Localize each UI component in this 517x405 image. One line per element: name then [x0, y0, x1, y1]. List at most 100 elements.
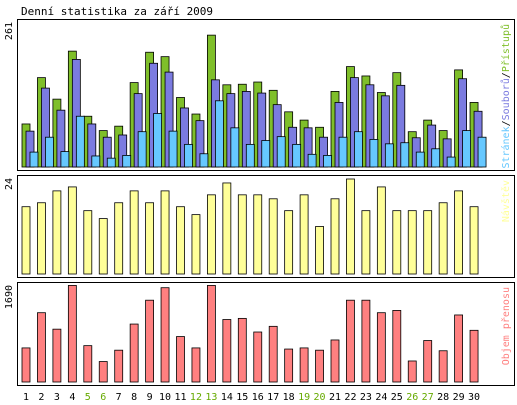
bar-kbytes-6	[98, 361, 108, 383]
bar-hits-Stránek-30	[477, 136, 487, 168]
legend-item-hits-3: /	[501, 72, 512, 78]
day-label-19: 19	[298, 392, 310, 403]
bar-hits-Stránek-29	[462, 130, 472, 168]
bar-hits-Stránek-27	[431, 148, 441, 168]
bar-hits-Stránek-7	[122, 155, 132, 168]
bar-visits-14	[222, 182, 232, 275]
day-label-16: 16	[252, 392, 264, 403]
bar-visits-27	[423, 210, 433, 275]
bar-visits-30	[469, 206, 479, 275]
bar-visits-5	[83, 210, 93, 275]
bar-visits-19	[299, 194, 309, 275]
bar-hits-Stránek-24	[384, 143, 394, 168]
bar-visits-15	[237, 194, 247, 275]
bar-visits-28	[438, 202, 448, 275]
bar-kbytes-27	[423, 340, 433, 383]
bar-kbytes-19	[299, 347, 309, 383]
day-label-8: 8	[131, 392, 137, 403]
bar-hits-Stránek-25	[400, 142, 410, 168]
day-label-3: 3	[54, 392, 60, 403]
bar-visits-8	[129, 190, 139, 275]
bar-visits-23	[361, 210, 371, 275]
bar-kbytes-17	[268, 325, 278, 383]
day-label-17: 17	[267, 392, 279, 403]
bar-kbytes-21	[330, 339, 340, 383]
max-value-label-visits: 24	[4, 178, 15, 190]
bar-hits-Stránek-10	[168, 130, 178, 168]
legend-item-kbytes-0: Objem přenosu	[500, 287, 512, 365]
bar-visits-22	[346, 178, 355, 275]
day-label-12: 12	[190, 392, 202, 403]
bar-hits-Stránek-5	[91, 155, 101, 168]
bar-kbytes-14	[222, 319, 232, 383]
day-label-24: 24	[375, 392, 387, 403]
bar-kbytes-12	[191, 347, 201, 383]
bar-visits-4	[67, 186, 77, 275]
legend-hits: Stránek/Souborů/Přístupů	[500, 24, 512, 169]
panel-visits: 24 Návštěv	[4, 175, 515, 278]
bar-visits-18	[284, 210, 294, 275]
bar-visits-10	[160, 190, 170, 275]
day-label-13: 13	[205, 392, 217, 403]
bar-visits-6	[98, 218, 108, 275]
bar-visits-26	[407, 210, 417, 275]
bar-hits-Stránek-19	[307, 153, 317, 168]
day-label-11: 11	[174, 392, 186, 403]
day-label-20: 20	[314, 392, 326, 403]
bar-visits-9	[145, 202, 155, 275]
bar-kbytes-28	[438, 350, 448, 383]
day-label-15: 15	[236, 392, 248, 403]
day-label-29: 29	[453, 392, 465, 403]
day-label-2: 2	[38, 392, 44, 403]
legend-item-hits-4: Přístupů	[500, 24, 512, 72]
legend-kbytes: Objem přenosu	[500, 287, 512, 365]
bar-visits-1	[21, 206, 31, 275]
bar-visits-13	[206, 194, 216, 275]
day-label-6: 6	[100, 392, 106, 403]
bar-visits-25	[392, 210, 402, 275]
day-label-14: 14	[221, 392, 233, 403]
legend-visits: Návštěv	[500, 180, 512, 222]
bar-hits-Stránek-18	[292, 143, 302, 168]
bar-kbytes-7	[114, 349, 124, 383]
bar-hits-Stránek-17	[276, 136, 286, 168]
legend-item-visits-0: Návštěv	[500, 180, 512, 222]
bar-kbytes-11	[176, 336, 185, 383]
day-label-28: 28	[437, 392, 449, 403]
bar-kbytes-4	[67, 285, 77, 383]
bar-hits-Stránek-15	[245, 143, 255, 168]
day-label-4: 4	[69, 392, 75, 403]
bar-kbytes-26	[407, 360, 417, 383]
bar-visits-29	[454, 190, 464, 275]
legend-item-hits-2: Souborů	[500, 78, 512, 120]
bar-hits-Stránek-13	[214, 100, 224, 168]
bar-kbytes-16	[253, 331, 263, 383]
max-value-label-kbytes: 1690	[4, 285, 15, 309]
day-label-27: 27	[422, 392, 434, 403]
bar-hits-Stránek-14	[230, 127, 240, 168]
bar-hits-Stránek-8	[137, 131, 147, 168]
bar-visits-24	[376, 186, 386, 275]
bar-visits-3	[52, 190, 62, 275]
bar-kbytes-24	[376, 312, 386, 383]
bar-hits-Stránek-6	[106, 157, 116, 168]
chart-title: Denní statistika za září 2009	[21, 5, 213, 18]
bar-hits-Stránek-21	[338, 136, 348, 168]
bar-kbytes-18	[284, 348, 294, 383]
bar-hits-Stránek-1	[29, 151, 39, 168]
bar-kbytes-23	[361, 299, 371, 383]
day-label-30: 30	[468, 392, 480, 403]
bar-kbytes-5	[83, 345, 93, 383]
day-label-26: 26	[406, 392, 418, 403]
bar-kbytes-9	[145, 299, 155, 383]
bar-hits-Stránek-2	[45, 136, 54, 168]
bar-hits-Stránek-11	[184, 143, 193, 168]
x-axis-day-labels: 1 2 3 4 5 6 7 8 9 10 11 12 13 14 15 16 17 18 19 20 21 22 23 24 2…	[23, 392, 480, 403]
bar-visits-2	[37, 202, 46, 275]
max-value-label-hits: 261	[4, 22, 15, 40]
legend-item-hits-0: Stránek	[500, 126, 512, 168]
bar-kbytes-13	[206, 285, 216, 383]
bar-visits-16	[253, 194, 263, 275]
